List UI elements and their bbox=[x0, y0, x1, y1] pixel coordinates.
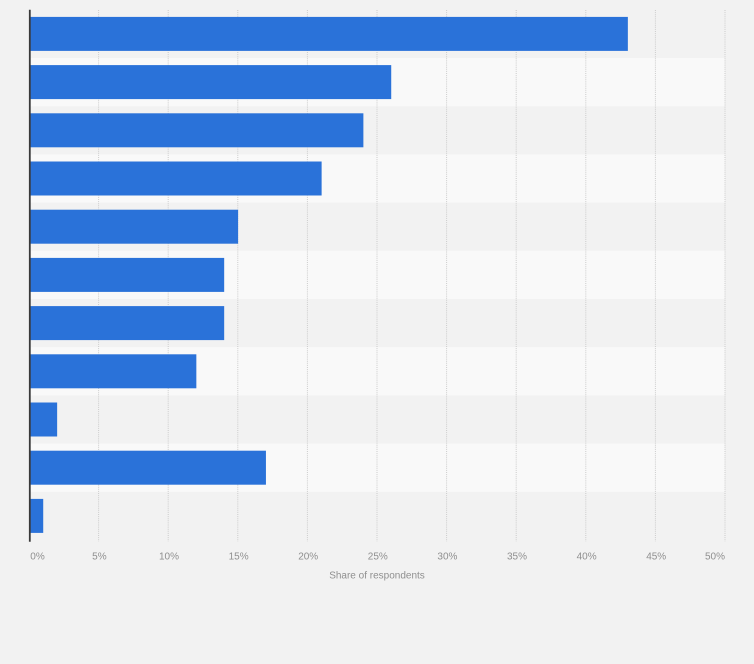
svg-text:0%: 0% bbox=[30, 552, 45, 563]
svg-text:5%: 5% bbox=[92, 552, 107, 563]
svg-text:40%: 40% bbox=[577, 552, 597, 563]
svg-text:45%: 45% bbox=[646, 552, 666, 563]
svg-text:20%: 20% bbox=[298, 552, 318, 563]
svg-text:Share of respondents: Share of respondents bbox=[329, 571, 425, 582]
svg-text:15%: 15% bbox=[229, 552, 249, 563]
svg-text:35%: 35% bbox=[507, 552, 527, 563]
svg-text:30%: 30% bbox=[437, 552, 457, 563]
svg-text:50%: 50% bbox=[705, 552, 725, 563]
svg-text:25%: 25% bbox=[368, 552, 388, 563]
svg-text:10%: 10% bbox=[159, 552, 179, 563]
